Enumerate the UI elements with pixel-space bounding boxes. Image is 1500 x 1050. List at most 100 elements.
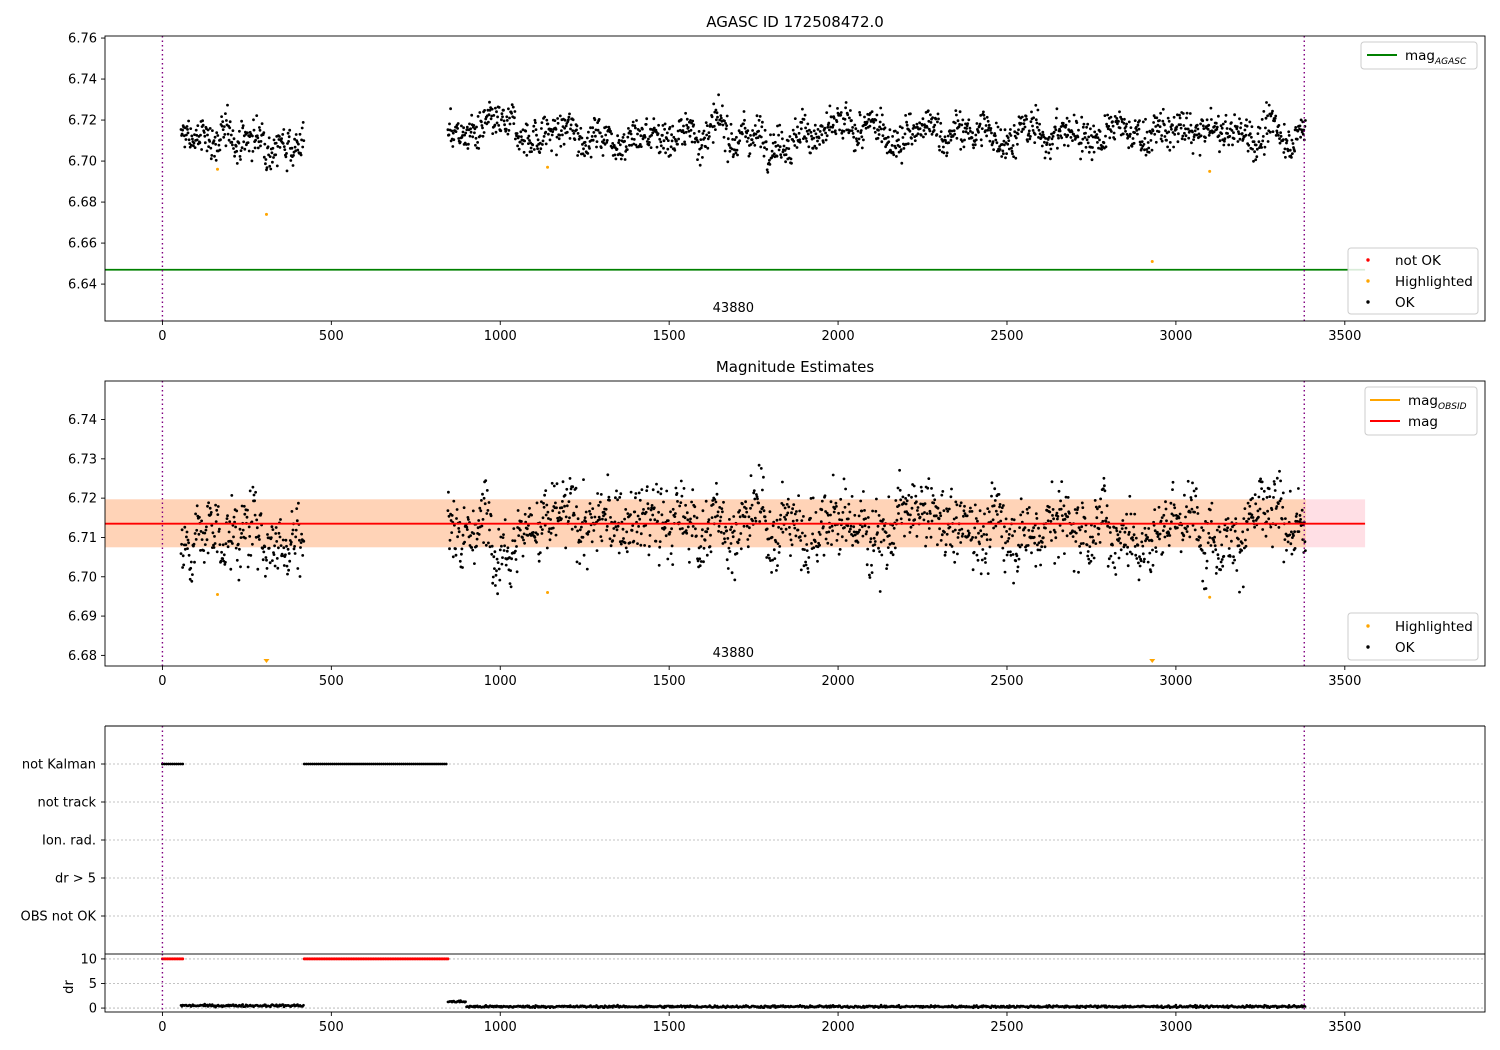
ok-point: [988, 545, 992, 549]
ok-point: [207, 145, 211, 149]
ok-point: [1102, 141, 1106, 145]
ok-point: [755, 493, 758, 496]
ok-point: [631, 124, 635, 127]
ok-point: [1273, 119, 1276, 123]
ok-point: [927, 119, 931, 123]
ok-point: [1044, 526, 1047, 530]
ok-point: [690, 500, 693, 504]
ok-point: [216, 134, 220, 137]
ok-point: [1184, 127, 1187, 131]
ok-point: [872, 549, 876, 553]
ok-point: [1081, 125, 1085, 129]
ok-point: [1160, 134, 1164, 137]
ok-point: [985, 115, 989, 119]
ok-point: [191, 573, 194, 576]
ok-point: [748, 534, 752, 537]
ok-point: [1265, 101, 1268, 104]
ok-point: [294, 149, 298, 153]
ok-point: [1072, 113, 1076, 117]
ok-point: [984, 124, 988, 127]
ok-point: [690, 140, 694, 144]
ok-point: [1007, 537, 1011, 540]
ok-point: [1078, 528, 1082, 532]
y-tick-label: 6.64: [68, 278, 97, 293]
ok-point: [293, 145, 297, 149]
ok-point: [1212, 540, 1216, 544]
ok-point: [692, 132, 696, 135]
ok-point: [1165, 519, 1168, 523]
ok-point: [1244, 538, 1247, 542]
ok-point: [1192, 135, 1196, 139]
ok-point: [218, 543, 222, 546]
ok-point: [923, 502, 927, 506]
ok-point: [831, 529, 834, 533]
ok-point: [1039, 563, 1042, 567]
ok-point: [285, 564, 289, 568]
ok-point: [619, 157, 623, 161]
ok-point: [785, 513, 789, 517]
ok-point: [718, 122, 722, 126]
not-kalman-point: [165, 762, 168, 766]
ok-point: [1134, 536, 1138, 540]
ok-point: [231, 129, 235, 133]
ok-point: [1189, 496, 1193, 499]
not-kalman-point: [311, 762, 314, 766]
ok-point: [272, 138, 276, 142]
ok-point: [1141, 544, 1145, 548]
ok-point: [950, 487, 953, 491]
ok-point: [730, 525, 733, 529]
ok-point: [1287, 134, 1291, 137]
ok-point: [501, 115, 504, 119]
ok-point: [736, 153, 739, 157]
ok-point: [1264, 534, 1268, 538]
ok-point: [1227, 143, 1231, 147]
ok-point: [803, 534, 807, 538]
ok-point: [686, 518, 690, 522]
ok-point: [1034, 564, 1038, 568]
ok-point: [1007, 139, 1011, 143]
ok-point: [641, 137, 645, 141]
ok-point: [1163, 123, 1166, 127]
ok-point: [1006, 550, 1010, 554]
ok-point: [975, 553, 979, 557]
ok-point: [1226, 517, 1230, 520]
ok-point: [963, 138, 966, 142]
ok-point: [1220, 558, 1224, 561]
ok-point: [1295, 137, 1299, 141]
ok-point: [1023, 118, 1026, 122]
ok-point: [926, 486, 930, 490]
ok-point: [484, 543, 488, 547]
ok-point: [1284, 155, 1287, 159]
ok-point: [1304, 549, 1307, 552]
ok-point: [762, 141, 765, 145]
ok-point: [207, 501, 211, 505]
ok-point: [617, 141, 620, 145]
ok-point: [1000, 506, 1004, 510]
ok-point: [1262, 153, 1266, 156]
ok-point: [1106, 564, 1110, 568]
ok-point: [909, 525, 913, 529]
ok-point: [1066, 515, 1070, 519]
not-kalman-point: [349, 762, 353, 766]
ok-point: [569, 491, 572, 495]
ok-point: [241, 124, 245, 127]
ok-point: [211, 531, 215, 535]
ok-point: [799, 539, 803, 542]
ok-point: [594, 128, 598, 132]
ok-point: [1072, 569, 1076, 573]
ok-point: [643, 544, 646, 547]
ok-point: [1118, 126, 1122, 130]
ok-point: [595, 549, 599, 552]
ok-point: [522, 532, 526, 536]
ok-point: [938, 527, 941, 531]
ok-point: [757, 118, 761, 122]
ok-point: [1001, 546, 1005, 550]
ok-point: [458, 559, 462, 563]
ok-point: [1005, 530, 1008, 533]
ok-point: [913, 139, 917, 143]
ok-point: [184, 543, 188, 547]
x-tick-label: 0: [158, 674, 166, 689]
ok-point: [1237, 544, 1241, 547]
ok-point: [1089, 127, 1092, 131]
ok-point: [185, 133, 188, 137]
